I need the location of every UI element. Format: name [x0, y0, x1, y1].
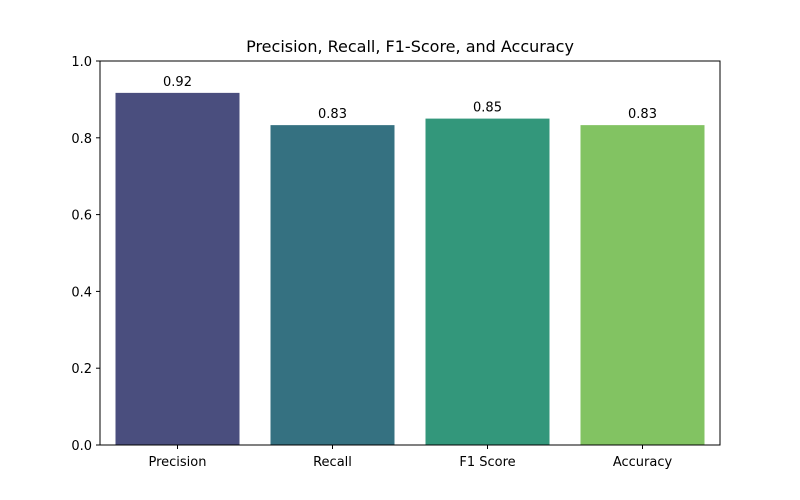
bar-value-label: 0.85 [473, 101, 502, 116]
x-tick-label: Precision [148, 455, 206, 470]
y-tick-label: 0.8 [71, 132, 92, 147]
bar-value-labels: 0.92 0.83 0.85 0.83 [163, 75, 657, 122]
bar-value-label: 0.83 [628, 107, 657, 122]
x-tick-label: Recall [313, 455, 352, 470]
chart-title: Precision, Recall, F1-Score, and Accurac… [246, 37, 574, 56]
y-tick-label: 1.0 [71, 55, 92, 70]
y-tick-label: 0.4 [71, 285, 92, 300]
plot-frame [99, 60, 721, 446]
x-tick-label: Accuracy [613, 455, 673, 470]
bar-recall [270, 125, 395, 446]
bar-f1-score [425, 118, 550, 445]
y-tick-label: 0.6 [71, 209, 92, 224]
bars-group [115, 92, 705, 446]
x-axis-ticks: Precision Recall F1 Score Accuracy [148, 445, 672, 470]
bar-value-label: 0.92 [163, 75, 192, 90]
bar-precision [115, 92, 240, 445]
bar-accuracy [580, 125, 705, 446]
y-axis-ticks: 0.0 0.2 0.4 0.6 0.8 1.0 [71, 55, 100, 454]
bar-value-label: 0.83 [318, 107, 347, 122]
y-tick-label: 0.0 [71, 439, 92, 454]
y-tick-label: 0.2 [71, 362, 92, 377]
x-tick-label: F1 Score [459, 455, 515, 470]
